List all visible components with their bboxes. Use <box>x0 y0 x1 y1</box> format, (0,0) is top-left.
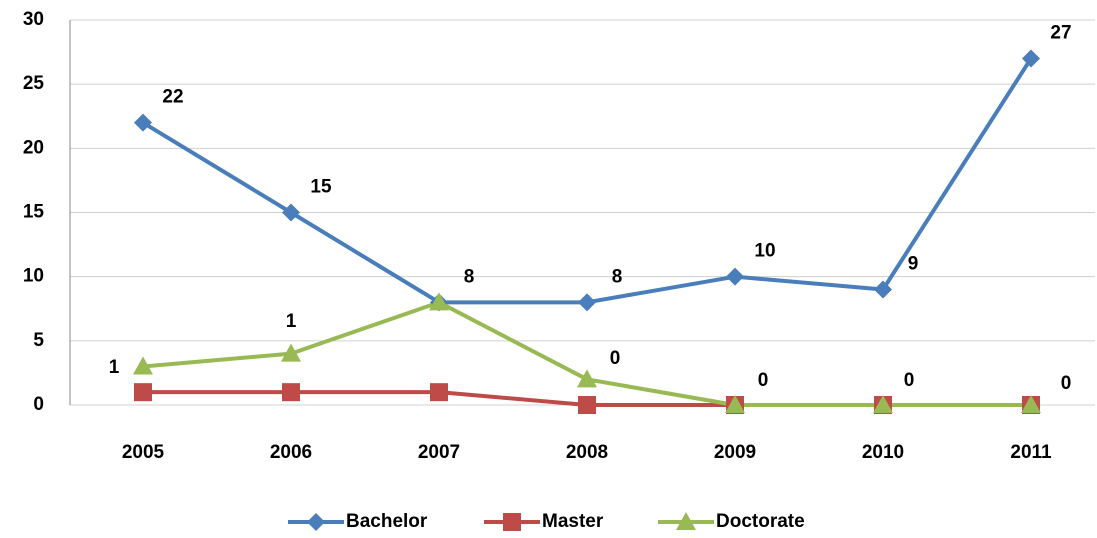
data-point <box>282 203 300 222</box>
data-point <box>134 113 152 132</box>
data-point <box>873 395 893 413</box>
x-tick-label: 2011 <box>1010 442 1052 463</box>
data-point <box>726 267 744 286</box>
data-point <box>430 383 448 402</box>
data-point <box>578 293 596 312</box>
y-tick-label: 0 <box>33 394 44 415</box>
x-tick-label: 2008 <box>566 442 608 463</box>
y-tick-label: 5 <box>33 330 44 351</box>
x-tick-label: 2007 <box>418 442 460 463</box>
y-tick-label: 15 <box>23 202 45 223</box>
x-tick-label: 2009 <box>714 442 756 463</box>
y-tick-label: 20 <box>23 137 44 158</box>
data-label: 0 <box>610 348 621 369</box>
data-point <box>1021 395 1041 413</box>
data-point <box>134 383 152 402</box>
x-tick-label: 2010 <box>862 442 904 463</box>
data-point <box>133 356 153 375</box>
legend-marker <box>307 513 325 531</box>
series-line <box>141 57 1033 305</box>
data-label: 9 <box>908 254 919 275</box>
data-label: 0 <box>904 370 915 391</box>
legend-label: Bachelor <box>346 511 428 532</box>
data-point <box>1022 49 1040 68</box>
series-line <box>142 300 1031 407</box>
data-point <box>874 280 892 299</box>
y-tick-label: 25 <box>23 73 45 94</box>
y-tick-label: 10 <box>23 266 44 287</box>
data-label: 0 <box>1061 373 1072 394</box>
data-label: 15 <box>310 177 332 198</box>
data-point <box>429 292 449 311</box>
data-point <box>577 369 597 388</box>
data-label: 10 <box>754 241 775 262</box>
legend-label: Master <box>542 511 604 532</box>
legend-marker <box>676 512 696 530</box>
data-label: 22 <box>162 87 183 108</box>
data-label: 8 <box>464 266 475 287</box>
data-label: 27 <box>1050 23 1071 44</box>
x-tick-label: 2006 <box>270 442 312 463</box>
data-label: 1 <box>109 357 120 378</box>
data-label: 8 <box>612 266 623 287</box>
legend-label: Doctorate <box>716 511 805 532</box>
data-point <box>281 343 301 362</box>
data-point <box>725 395 745 413</box>
data-label: 0 <box>758 370 769 391</box>
legend-marker <box>503 513 521 531</box>
data-point <box>578 396 596 414</box>
data-point <box>282 383 300 402</box>
data-label: 1 <box>286 311 297 332</box>
y-tick-label: 30 <box>23 9 44 30</box>
x-tick-label: 2005 <box>122 442 165 463</box>
